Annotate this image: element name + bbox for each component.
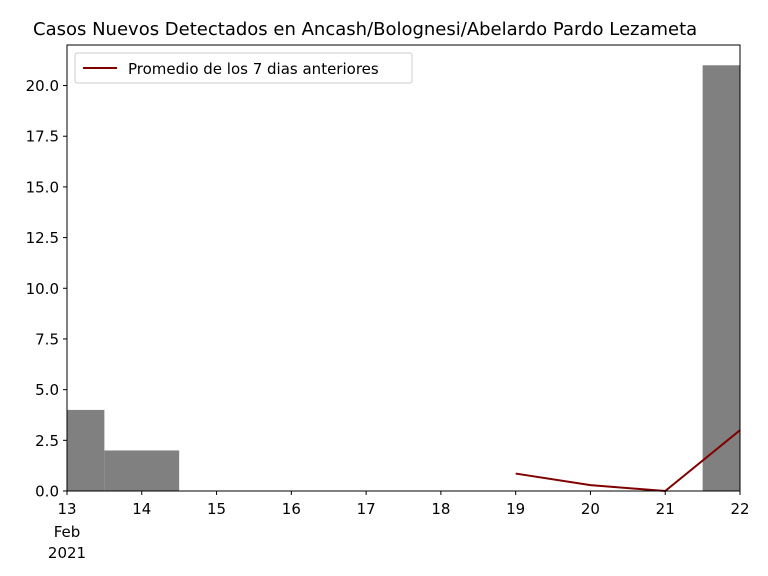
y-tick-label: 10.0: [26, 280, 59, 298]
x-tick-label: 20: [581, 500, 600, 518]
x-tick-label: 16: [282, 500, 301, 518]
y-tick-label: 12.5: [26, 229, 59, 247]
legend-box: [74, 52, 413, 84]
x-tick-label: 17: [357, 500, 376, 518]
y-tick-label: 15.0: [26, 178, 59, 196]
x-tick-label: 19: [506, 500, 525, 518]
axes: [66, 44, 741, 492]
axes-frame: [66, 44, 741, 492]
bar: [104, 450, 180, 491]
bar-series: [67, 65, 740, 491]
y-tick-label: 7.5: [35, 330, 59, 348]
x-tick-label: 14: [132, 500, 151, 518]
x-tick-label: 18: [431, 500, 450, 518]
y-tick-label: 20.0: [26, 77, 59, 95]
y-tick-label: 5.0: [35, 381, 59, 399]
x-sublabel-year: 2021: [48, 544, 86, 562]
legend-label: Promedio de los 7 dias anteriores: [128, 60, 379, 78]
series-line: [515, 429, 741, 492]
bar: [67, 409, 105, 491]
line-series: [515, 429, 741, 492]
plot-background: [67, 45, 740, 491]
plot-area: [67, 45, 740, 491]
x-sublabel-month: Feb: [54, 523, 81, 541]
y-tick-label: 0.0: [35, 483, 59, 501]
x-tick-label: 22: [730, 500, 749, 518]
x-tick-label: 13: [57, 500, 76, 518]
y-tick-label: 2.5: [35, 432, 59, 450]
chart-title: Casos Nuevos Detectados en Ancash/Bologn…: [33, 19, 697, 40]
x-tick-label: 21: [656, 500, 675, 518]
bar: [702, 65, 740, 491]
y-tick-label: 17.5: [26, 128, 59, 146]
x-axis: Feb 2021 13 14 15 16 17 18 19 20 21 22: [48, 491, 750, 562]
y-axis: 0.0 2.5 5.0 7.5 10.0 12.5 15.0 17.5 20.0: [26, 77, 67, 501]
legend: Promedio de los 7 dias anteriores: [74, 52, 413, 84]
x-tick-label: 15: [207, 500, 226, 518]
